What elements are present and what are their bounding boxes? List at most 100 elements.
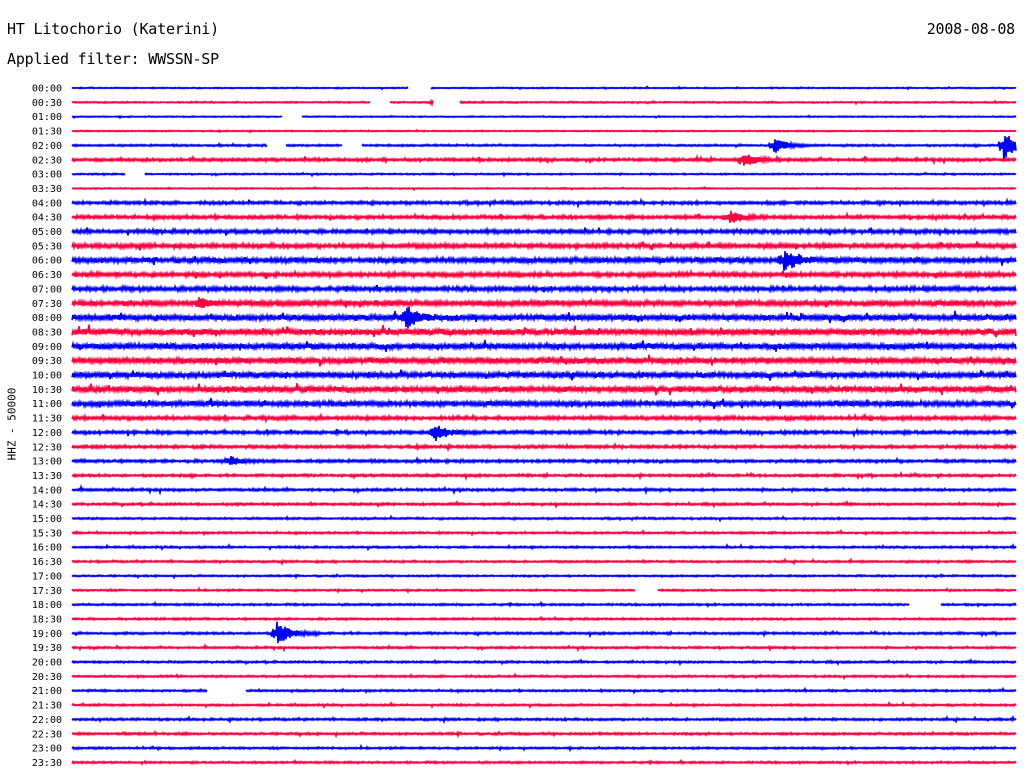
trace-row-0330: [71, 185, 1017, 192]
time-tick-label: 08:00: [32, 313, 62, 324]
time-tick-label: 04:00: [32, 198, 62, 209]
trace-row-1100: [71, 397, 1017, 410]
trace-row-0800: [71, 306, 1017, 329]
time-tick-label: 21:00: [32, 686, 62, 697]
time-tick-label: 23:30: [32, 758, 62, 769]
time-tick-label: 09:30: [32, 356, 62, 367]
time-tick-label: 16:30: [32, 557, 62, 568]
time-tick-label: 14:00: [32, 485, 62, 496]
trace-row-1030: [71, 383, 1017, 396]
trace-row-0430: [71, 210, 1017, 224]
trace-row-0830: [71, 324, 1017, 338]
trace-row-0600: [71, 250, 1017, 272]
time-tick-label: 01:00: [32, 112, 62, 123]
trace-row-2030: [71, 672, 1017, 681]
trace-row-1600: [71, 543, 1017, 552]
time-tick-labels: 00:00 00:30 01:00 01:30 02:00 02:30 03:00 03:30…: [32, 84, 62, 769]
time-tick-label: 20:00: [32, 658, 62, 669]
time-tick-label: 17:00: [32, 571, 62, 582]
time-tick-label: 23:00: [32, 744, 62, 755]
trace-row-2100: [71, 686, 1017, 695]
trace-row-0100: [71, 114, 1017, 120]
trace-row-0930: [71, 354, 1017, 367]
time-tick-label: 13:00: [32, 457, 62, 468]
trace-row-2200: [71, 714, 1017, 725]
trace-row-2000: [71, 658, 1017, 667]
time-tick-label: 10:00: [32, 371, 62, 382]
trace-row-1300: [71, 455, 1017, 466]
time-tick-label: 15:00: [32, 514, 62, 525]
time-tick-label: 00:30: [32, 98, 62, 109]
time-tick-label: 19:30: [32, 643, 62, 654]
time-tick-label: 05:30: [32, 241, 62, 252]
time-tick-label: 10:30: [32, 385, 62, 396]
seismic-traces: [71, 84, 1017, 766]
time-tick-label: 17:30: [32, 586, 62, 597]
time-tick-label: 08:30: [32, 327, 62, 338]
trace-row-0000: [71, 84, 1017, 91]
time-tick-label: 03:00: [32, 170, 62, 181]
time-tick-label: 22:30: [32, 729, 62, 740]
time-tick-label: 07:00: [32, 284, 62, 295]
time-tick-label: 05:00: [32, 227, 62, 238]
time-tick-label: 12:00: [32, 428, 62, 439]
time-tick-label: 22:00: [32, 715, 62, 726]
trace-row-0900: [71, 339, 1017, 353]
trace-row-0300: [71, 171, 1017, 178]
trace-row-1230: [71, 441, 1017, 453]
time-tick-label: 19:00: [32, 629, 62, 640]
time-tick-label: 18:30: [32, 614, 62, 625]
time-tick-label: 04:30: [32, 213, 62, 224]
time-tick-label: 03:30: [32, 184, 62, 195]
trace-row-1730: [71, 586, 1017, 594]
trace-row-1000: [71, 369, 1017, 381]
trace-row-1700: [71, 572, 1017, 580]
trace-row-1200: [71, 425, 1017, 442]
trace-row-0530: [71, 240, 1017, 252]
trace-row-2330: [71, 758, 1017, 766]
trace-row-0130: [71, 128, 1017, 134]
filter-label: Applied filter: WWSSN-SP: [7, 50, 219, 68]
trace-row-0500: [71, 226, 1017, 238]
time-tick-label: 11:30: [32, 414, 62, 425]
time-tick-label: 07:30: [32, 299, 62, 310]
time-tick-label: 06:00: [32, 256, 62, 267]
trace-row-1500: [71, 514, 1017, 523]
trace-row-2300: [71, 743, 1017, 753]
trace-row-2230: [71, 729, 1017, 739]
trace-row-0200: [71, 135, 1017, 161]
time-tick-label: 06:30: [32, 270, 62, 281]
time-tick-label: 12:30: [32, 442, 62, 453]
time-tick-label: 00:00: [32, 84, 62, 95]
trace-row-0030: [71, 98, 1017, 108]
trace-row-1800: [71, 600, 1017, 609]
trace-row-0630: [71, 268, 1017, 281]
station-title: HT Litochorio (Katerini): [7, 20, 219, 38]
time-tick-label: 20:30: [32, 672, 62, 683]
time-tick-label: 09:00: [32, 342, 62, 353]
trace-row-1530: [71, 528, 1017, 537]
time-tick-label: 18:00: [32, 600, 62, 611]
time-tick-label: 01:30: [32, 127, 62, 138]
trace-row-1930: [71, 642, 1017, 653]
trace-row-1900: [71, 621, 1017, 644]
trace-row-1400: [71, 484, 1017, 496]
trace-row-0230: [71, 153, 1017, 166]
trace-row-0700: [71, 283, 1017, 295]
time-tick-label: 16:00: [32, 543, 62, 554]
trace-row-2130: [71, 700, 1017, 710]
trace-row-1630: [71, 557, 1017, 566]
trace-row-1330: [71, 470, 1017, 482]
time-tick-label: 02:30: [32, 155, 62, 166]
record-date: 2008-08-08: [926, 20, 1016, 38]
trace-row-0730: [71, 297, 1017, 309]
time-tick-label: 21:30: [32, 701, 62, 712]
time-tick-label: 13:30: [32, 471, 62, 482]
time-tick-label: 11:00: [32, 399, 62, 410]
trace-row-1430: [71, 499, 1017, 510]
trace-row-0400: [71, 197, 1017, 210]
trace-row-1130: [71, 412, 1017, 425]
trace-row-1830: [71, 615, 1017, 622]
time-tick-label: 02:00: [32, 141, 62, 152]
